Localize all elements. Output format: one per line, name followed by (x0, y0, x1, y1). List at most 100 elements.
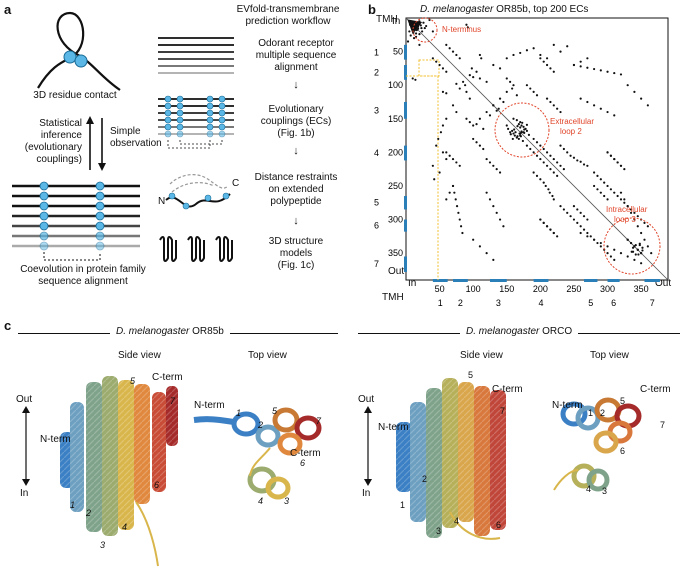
ec-point (545, 63, 549, 67)
ec-point (535, 141, 539, 144)
ec-point (418, 43, 421, 46)
ec-point (520, 130, 523, 133)
ec-point (472, 238, 475, 241)
ec-point (485, 80, 488, 83)
tmh-bar (432, 279, 448, 282)
or85b-top-n-term: N-term (194, 400, 225, 411)
ec-point (609, 188, 612, 191)
contact-map-title: D. melanogaster OR85b, top 200 ECs (420, 4, 589, 15)
ec-point (566, 45, 569, 48)
ec-point (475, 123, 478, 126)
ec-point (465, 90, 468, 93)
ec-point (445, 117, 448, 120)
ec-point (616, 161, 619, 164)
in-label-top: In (392, 16, 401, 27)
ec-point (416, 27, 420, 30)
ec-point (562, 168, 565, 171)
tmh-bar (404, 101, 407, 119)
workflow-arrow-1: ↓ (293, 79, 299, 91)
y-tick-label: 200 (388, 147, 403, 157)
or85b-side-helix-4: 4 (122, 522, 128, 532)
residue-contact-label: 3D residue contact (33, 90, 117, 101)
ec-point (552, 157, 555, 161)
ec-point (549, 100, 552, 104)
ec-point (495, 211, 498, 214)
tmh-bar (533, 279, 549, 282)
tmh-number-left: 3 (374, 105, 379, 115)
ec-point (636, 225, 639, 228)
ec-point (545, 151, 549, 154)
ec-point (646, 225, 649, 228)
ec-point (512, 84, 515, 87)
orco-top-helix-7: 7 (660, 420, 666, 430)
ec-point (505, 90, 508, 93)
y-tick-label: 150 (388, 114, 403, 124)
ec-point (640, 262, 643, 265)
orco-top-helix-1: 1 (588, 408, 594, 418)
ec-point (532, 151, 535, 154)
ec-point (603, 181, 606, 184)
ec-point (517, 123, 520, 126)
contact-map-diagonal (405, 17, 669, 281)
ec-point (582, 228, 586, 231)
ec-point (509, 133, 512, 136)
ec-point (525, 123, 529, 126)
ec-point (562, 147, 565, 151)
ec-point (576, 221, 579, 224)
ec-point (519, 51, 522, 55)
ec-point (516, 135, 519, 138)
ec-point (509, 131, 512, 134)
ec-point (629, 211, 633, 214)
ec-point (609, 255, 612, 258)
ec-point (556, 235, 559, 238)
tmh-number-left: 1 (374, 47, 379, 57)
ec-point (468, 121, 471, 124)
ec-point (626, 84, 629, 87)
y-tick-label: 100 (388, 80, 403, 90)
ec-point (547, 188, 550, 191)
tmh-number-left: 7 (374, 259, 379, 269)
ec-point (495, 109, 498, 112)
ec-point (613, 258, 616, 261)
right-top-view-label: Top view (590, 350, 629, 361)
ec-point (461, 231, 464, 235)
tmh-number-left: 5 (374, 198, 379, 208)
ec-point (579, 97, 582, 100)
ec-point (485, 191, 488, 194)
right-membrane-arrow (364, 406, 372, 486)
ec-point (488, 161, 492, 164)
panel-c-letter: c (4, 318, 12, 333)
ec-point (613, 191, 616, 194)
ec-point (498, 218, 502, 221)
ec-point (448, 154, 451, 157)
orco-side-helix-6: 6 (496, 520, 502, 530)
ec-point (519, 126, 522, 129)
ec-point (497, 107, 500, 110)
ec-point (470, 67, 473, 70)
right-in-label: In (362, 488, 371, 499)
ec-point (552, 70, 555, 73)
ec-point (636, 215, 639, 218)
ec-point (428, 18, 431, 22)
x-tick-label: 100 (466, 284, 481, 294)
or85b-side-helix-6: 6 (154, 480, 160, 490)
ec-point (638, 243, 641, 247)
ec-point (502, 100, 505, 104)
right-species-heading: D. melanogaster ORCO (460, 326, 579, 337)
extracellular-loop-2-circle (494, 102, 550, 158)
ec-point (521, 139, 524, 143)
x-tick-label: 200 (533, 284, 548, 294)
ec-point (586, 164, 589, 167)
ec-point (455, 205, 459, 208)
ec-point (492, 258, 495, 261)
ec-point (525, 129, 529, 132)
ec-point (586, 100, 589, 104)
tmh-bar (644, 279, 660, 282)
ec-point (505, 77, 508, 80)
ec-point (606, 70, 609, 73)
left-membrane-arrow (22, 406, 30, 486)
ec-point (616, 194, 619, 198)
ec-point (439, 131, 443, 134)
ec-point (551, 194, 554, 198)
ec-point (478, 77, 481, 80)
